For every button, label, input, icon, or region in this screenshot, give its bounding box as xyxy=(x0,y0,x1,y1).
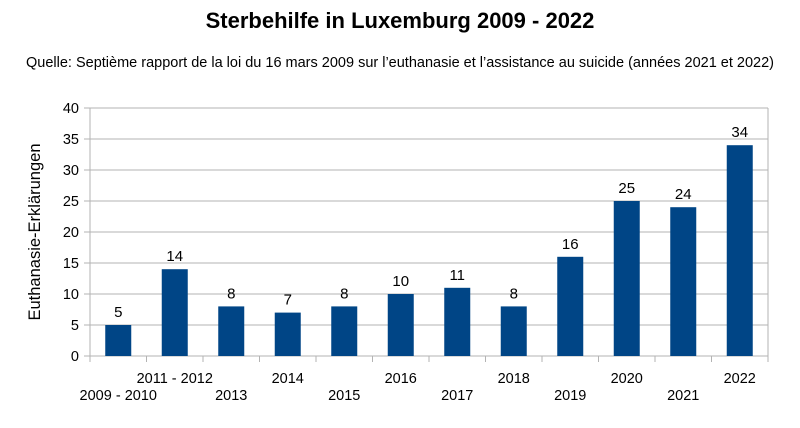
x-tick-label: 2016 xyxy=(385,371,417,387)
chart-title: Sterbehilfe in Luxemburg 2009 - 2022 xyxy=(205,8,595,33)
x-tick-label: 2018 xyxy=(498,371,530,387)
bar xyxy=(161,269,188,356)
x-tick-label: 2017 xyxy=(441,388,473,404)
bar xyxy=(500,306,527,356)
bar xyxy=(105,325,132,356)
data-label: 8 xyxy=(340,285,348,302)
data-label: 24 xyxy=(675,186,692,203)
data-label: 10 xyxy=(392,273,409,290)
x-tick-label: 2019 xyxy=(554,388,586,404)
x-tick-label: 2022 xyxy=(724,371,756,387)
y-tick-label: 0 xyxy=(71,349,79,365)
bar xyxy=(274,312,301,356)
x-tick-label: 2015 xyxy=(328,388,360,404)
data-label: 8 xyxy=(510,285,518,302)
y-tick-label: 40 xyxy=(63,101,79,117)
bar xyxy=(557,256,584,356)
bar-series xyxy=(105,145,753,356)
bar xyxy=(726,145,753,356)
data-label: 25 xyxy=(618,180,635,197)
bar xyxy=(387,294,414,356)
x-tick-label: 2009 - 2010 xyxy=(80,388,157,404)
bar xyxy=(670,207,697,356)
data-labels: 5 14 8 7 8 10 11 8 16 25 24 34 xyxy=(114,124,748,321)
grid-lines xyxy=(84,107,769,362)
data-label: 34 xyxy=(731,124,748,141)
y-tick-label: 30 xyxy=(63,163,79,179)
data-label: 14 xyxy=(166,248,183,265)
x-tick-label: 2021 xyxy=(667,388,699,404)
data-label: 7 xyxy=(284,292,292,309)
x-tick-label: 2020 xyxy=(611,371,643,387)
chart-subtitle: Quelle: Septième rapport de la loi du 16… xyxy=(25,55,775,71)
y-axis-label: Euthanasie-Erklärungen xyxy=(26,143,44,320)
bar xyxy=(218,306,245,356)
x-tick-label: 2013 xyxy=(215,388,247,404)
y-tick-label: 10 xyxy=(63,287,79,303)
data-label: 11 xyxy=(449,267,465,284)
x-tick-label: 2011 - 2012 xyxy=(137,371,213,387)
data-label: 8 xyxy=(227,285,235,302)
bar xyxy=(444,287,471,356)
bar xyxy=(613,201,640,356)
y-tick-label: 15 xyxy=(63,256,79,272)
y-tick-label: 20 xyxy=(63,225,79,241)
y-tick-label: 5 xyxy=(71,318,79,334)
data-label: 16 xyxy=(562,236,579,253)
y-axis-ticks: 0 5 10 15 20 25 30 35 40 xyxy=(63,101,79,365)
x-tick-label: 2014 xyxy=(272,371,304,387)
y-tick-label: 35 xyxy=(63,132,79,148)
bar xyxy=(331,306,358,356)
data-label: 5 xyxy=(114,304,122,321)
y-tick-label: 25 xyxy=(63,194,79,210)
